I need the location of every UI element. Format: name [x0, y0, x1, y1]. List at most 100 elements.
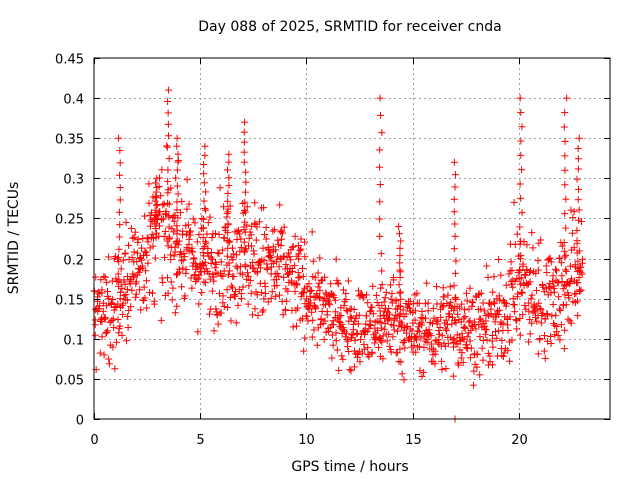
data-point: [132, 293, 140, 301]
data-point: [182, 230, 190, 238]
data-point: [200, 179, 208, 187]
data-point: [445, 310, 453, 318]
data-point: [184, 221, 192, 229]
data-point: [385, 330, 393, 338]
data-point: [534, 257, 542, 265]
data-point: [119, 300, 127, 308]
data-point: [248, 222, 256, 230]
data-point: [532, 287, 540, 295]
data-point: [395, 222, 403, 230]
data-point: [421, 337, 429, 345]
data-point: [360, 345, 368, 353]
y-tick-label: 0.3: [63, 173, 84, 188]
data-point: [469, 381, 477, 389]
data-point: [223, 166, 231, 174]
data-point: [200, 278, 208, 286]
data-point: [207, 259, 215, 267]
data-point: [411, 307, 419, 315]
data-point: [205, 310, 213, 318]
data-point: [353, 329, 361, 337]
data-point: [159, 278, 167, 286]
data-point: [240, 206, 248, 214]
data-point: [379, 332, 387, 340]
data-point: [288, 243, 296, 251]
data-point: [378, 267, 386, 275]
data-point: [201, 205, 209, 213]
data-point: [105, 355, 113, 363]
data-point: [217, 272, 225, 280]
data-point: [470, 367, 478, 375]
data-point: [451, 232, 459, 240]
data-point: [109, 295, 117, 303]
data-point: [387, 295, 395, 303]
data-point: [506, 313, 514, 321]
data-point: [292, 322, 300, 330]
data-point: [345, 348, 353, 356]
data-point: [317, 315, 325, 323]
data-point: [547, 289, 555, 297]
data-point: [379, 355, 387, 363]
data-point: [255, 218, 263, 226]
data-point: [333, 346, 341, 354]
data-point: [270, 259, 278, 267]
data-point: [241, 228, 249, 236]
data-point: [355, 287, 363, 295]
data-point: [533, 317, 541, 325]
data-point: [219, 292, 227, 300]
data-point: [578, 270, 586, 278]
data-point: [301, 334, 309, 342]
data-point: [567, 319, 575, 327]
data-point: [176, 268, 184, 276]
data-point: [461, 313, 469, 321]
data-point: [173, 182, 181, 190]
data-point: [143, 304, 151, 312]
data-point: [509, 283, 517, 291]
data-point: [285, 268, 293, 276]
data-point: [517, 252, 525, 260]
data-point: [240, 238, 248, 246]
data-point: [151, 193, 159, 201]
data-point: [478, 344, 486, 352]
data-point: [241, 218, 249, 226]
data-point: [396, 289, 404, 297]
data-point: [415, 328, 423, 336]
data-point: [409, 300, 417, 308]
data-point: [170, 217, 178, 225]
data-point: [339, 326, 347, 334]
data-point: [273, 253, 281, 261]
data-point: [177, 248, 185, 256]
data-point: [103, 288, 111, 296]
data-point: [275, 291, 283, 299]
data-point: [230, 272, 238, 280]
data-point: [116, 147, 124, 155]
axis-ticks: [94, 58, 610, 420]
data-point: [306, 292, 314, 300]
data-point: [291, 288, 299, 296]
data-point: [436, 323, 444, 331]
data-point: [570, 208, 578, 216]
data-point: [200, 243, 208, 251]
data-point: [116, 159, 124, 167]
data-point: [343, 329, 351, 337]
data-point: [544, 337, 552, 345]
data-point: [537, 305, 545, 313]
data-point: [449, 372, 457, 380]
data-point: [356, 358, 364, 366]
data-point: [377, 319, 385, 327]
data-point: [547, 258, 555, 266]
data-point: [452, 319, 460, 327]
data-point: [195, 231, 203, 239]
data-point: [332, 329, 340, 337]
data-point: [91, 331, 99, 339]
data-point: [214, 249, 222, 257]
data-point: [216, 184, 224, 192]
data-point: [577, 217, 585, 225]
data-point: [363, 291, 371, 299]
data-point: [116, 295, 124, 303]
data-point: [143, 277, 151, 285]
data-point: [390, 276, 398, 284]
data-point: [256, 264, 264, 272]
data-point: [316, 254, 324, 262]
data-point: [574, 297, 582, 305]
data-point: [440, 293, 448, 301]
